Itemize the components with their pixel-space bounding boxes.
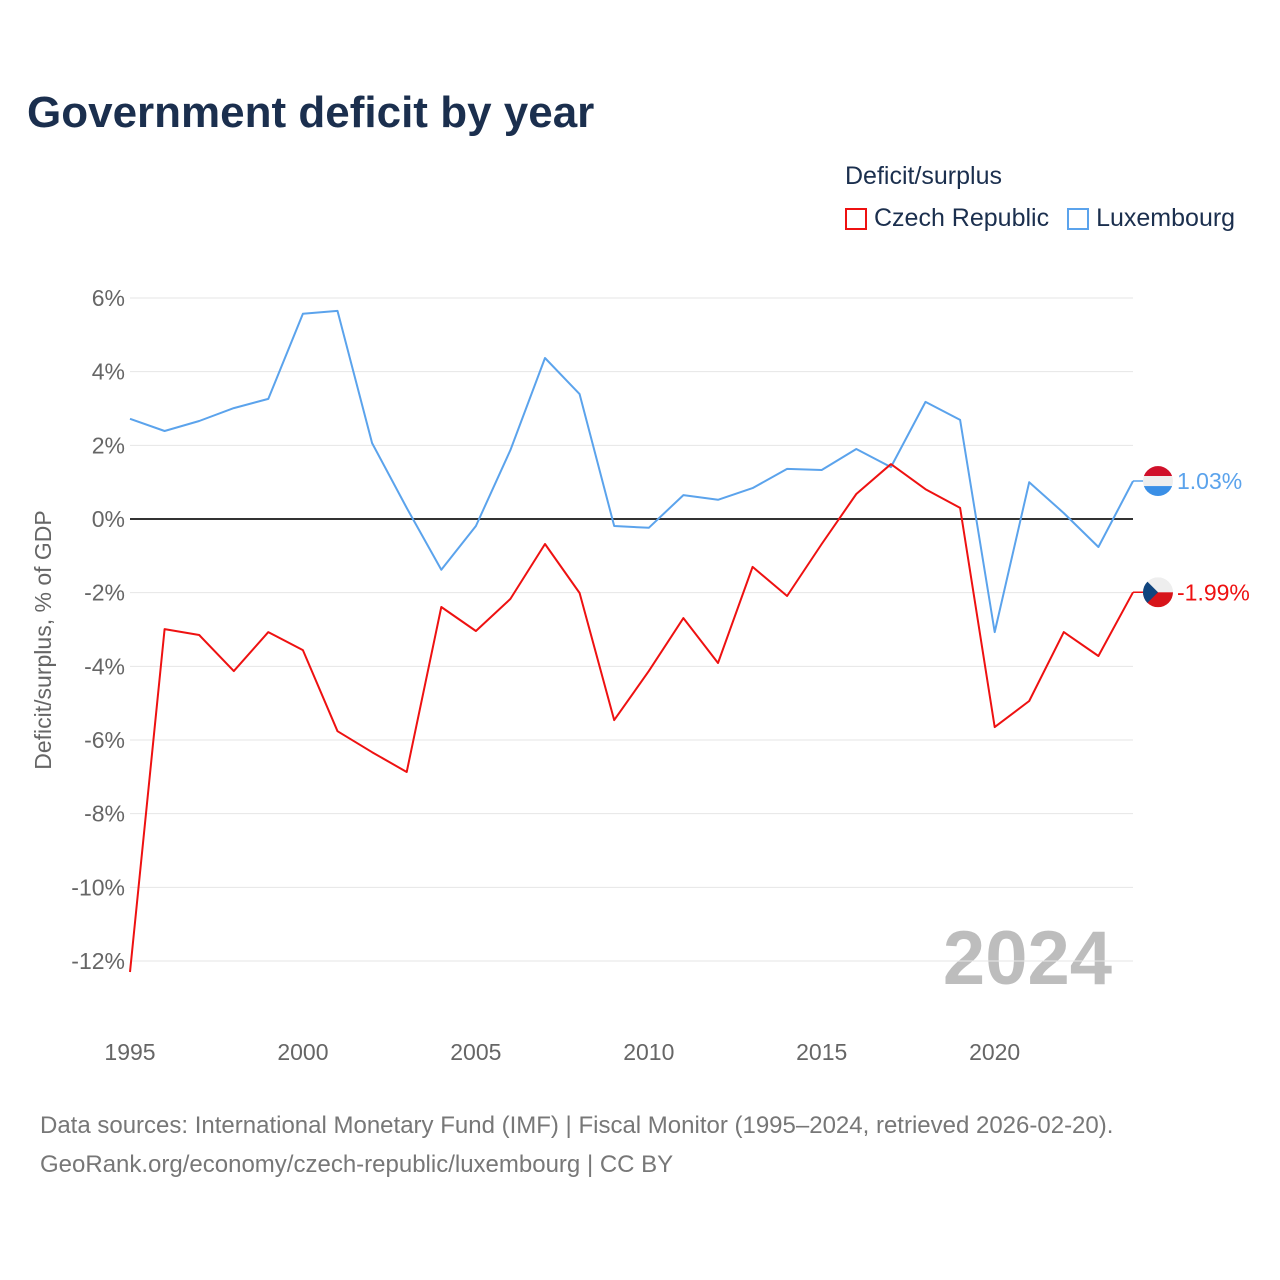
y-tick-label: -2% <box>84 580 125 606</box>
legend-swatch-czech <box>845 207 867 230</box>
end-value-label: 1.03% <box>1177 468 1242 494</box>
flag-triangle <box>1143 577 1158 608</box>
x-tick-label: 1995 <box>104 1039 155 1065</box>
y-tick-label: 6% <box>92 285 125 311</box>
legend-label: Luxembourg <box>1096 204 1236 232</box>
series-line-luxembourg <box>129 309 1134 634</box>
y-axis-label: Deficit/surplus, % of GDP <box>30 510 56 769</box>
flag-stripe <box>1143 466 1173 477</box>
czech-flag-icon <box>1143 577 1173 608</box>
legend-item-luxembourg[interactable]: Luxembourg <box>1067 204 1235 233</box>
flag-stripe <box>1143 486 1173 497</box>
legend-swatch-luxembourg <box>1067 207 1090 230</box>
end-value-label: -1.99% <box>1177 579 1250 605</box>
luxembourg-flag-icon <box>1143 466 1173 497</box>
flag-body <box>1143 466 1173 497</box>
legend-item-czech-republic[interactable]: Czech Republic <box>845 204 1049 233</box>
series-line-czech-republic <box>129 463 1134 973</box>
year-watermark: 2024 <box>943 916 1112 1001</box>
x-tick-label: 2015 <box>796 1039 847 1065</box>
x-tick-label: 2010 <box>623 1039 674 1065</box>
footer: Data sources: International Monetary Fun… <box>40 1106 1113 1184</box>
legend-label: Czech Republic <box>874 204 1050 232</box>
chart-title: Government deficit by year <box>27 88 595 137</box>
flag-stripe <box>1143 476 1173 487</box>
y-tick-label: 4% <box>92 359 125 385</box>
y-tick-label: -10% <box>71 874 125 900</box>
x-tick-label: 2020 <box>969 1039 1020 1065</box>
y-tick-label: 0% <box>92 506 125 532</box>
y-tick-label: -6% <box>84 727 125 753</box>
source-link[interactable]: GeoRank.org/economy/czech-republic/luxem… <box>40 1151 674 1178</box>
x-tick-label: 2005 <box>450 1039 501 1065</box>
legend-title: Deficit/surplus <box>845 162 1002 190</box>
flag-body <box>1143 577 1173 608</box>
y-tick-label: 2% <box>92 432 125 458</box>
y-tick-label: -8% <box>84 801 125 827</box>
y-tick-label: -12% <box>71 948 125 974</box>
legend: Czech Republic Luxembourg <box>845 204 1235 233</box>
y-tick-label: -4% <box>84 653 125 679</box>
source-text: Data sources: International Monetary Fun… <box>40 1112 1114 1139</box>
x-tick-label: 2000 <box>277 1039 328 1065</box>
